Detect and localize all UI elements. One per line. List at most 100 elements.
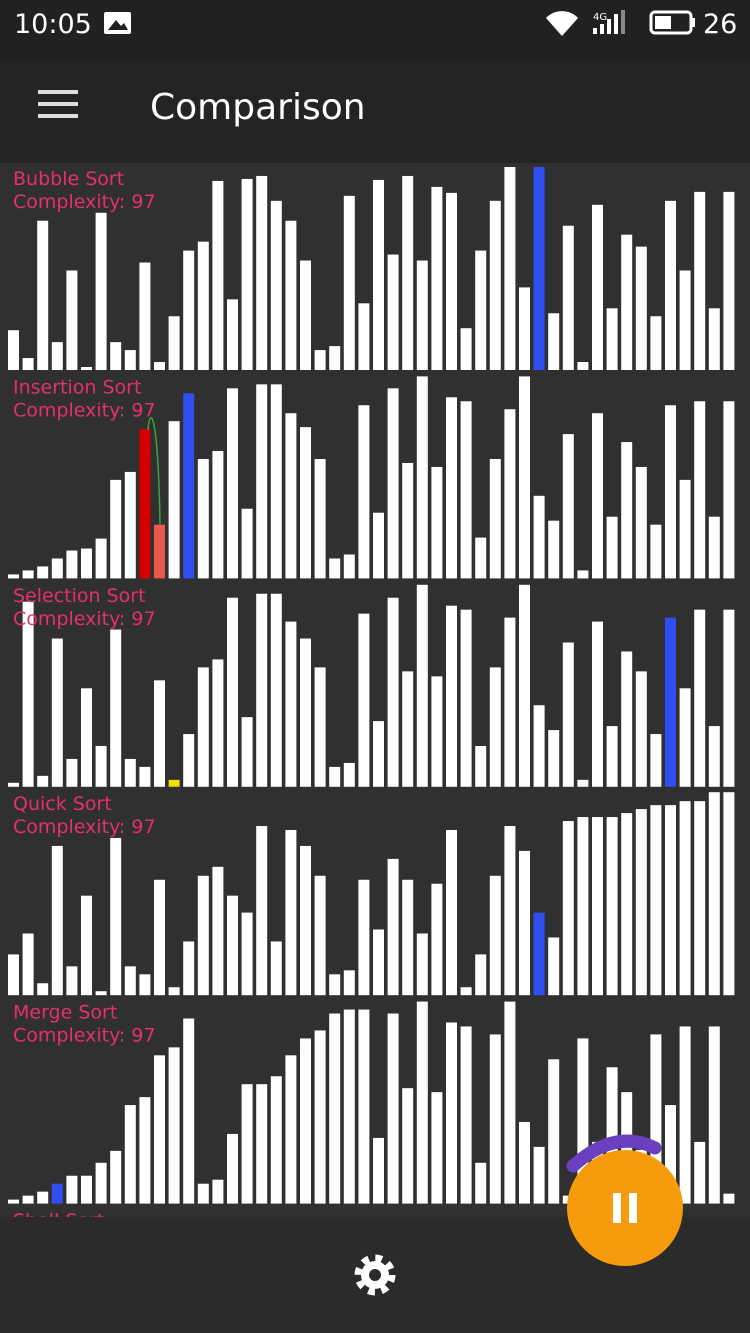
bar: [723, 401, 735, 579]
bar: [475, 1162, 487, 1204]
bar: [81, 688, 92, 787]
bar: [475, 746, 487, 787]
bar: [504, 617, 516, 787]
bar: [679, 270, 691, 370]
bar: [533, 495, 545, 579]
bar: [329, 1013, 341, 1204]
bar: [533, 912, 545, 996]
pause-button[interactable]: [567, 1150, 683, 1266]
bar: [227, 388, 238, 579]
bar: [387, 254, 399, 370]
bar: [635, 809, 647, 996]
bar: [110, 342, 122, 370]
bar: [212, 866, 224, 996]
sort-name: Selection Sort: [13, 585, 146, 607]
bar: [22, 570, 34, 579]
bar: [8, 330, 19, 370]
bar: [460, 401, 472, 579]
bar: [154, 362, 165, 370]
app-bar: [0, 60, 750, 163]
bar: [124, 350, 136, 370]
bar: [343, 1009, 355, 1204]
bar: [402, 671, 414, 787]
bar: [95, 538, 107, 579]
bar: [446, 397, 457, 579]
battery-percent: 26: [703, 9, 737, 40]
bar: [37, 566, 49, 579]
bar: [533, 1146, 545, 1204]
bar: [329, 974, 341, 996]
complexity: Complexity: 97: [13, 608, 156, 630]
bar: [314, 667, 326, 787]
battery-level: [655, 16, 671, 29]
bar: [475, 537, 487, 579]
bar: [300, 845, 311, 996]
bar: [183, 941, 195, 996]
bar: [387, 388, 399, 579]
bar: [168, 421, 180, 579]
settings-button[interactable]: [354, 1254, 396, 1296]
bar: [562, 821, 574, 996]
complexity: Complexity: 97: [13, 1025, 156, 1047]
bar: [95, 746, 107, 787]
bar: [8, 782, 19, 787]
bar: [358, 1009, 370, 1204]
bar: [343, 762, 355, 787]
bar: [562, 642, 574, 787]
bar: [227, 895, 238, 996]
bar: [446, 830, 457, 996]
bar: [519, 1122, 530, 1204]
bar: [679, 801, 691, 996]
bar: [519, 287, 530, 370]
bar: [694, 609, 706, 787]
bar: [66, 270, 78, 370]
wifi-icon: [546, 11, 578, 36]
bar: [373, 721, 384, 787]
bar: [723, 1193, 735, 1204]
bar: [373, 179, 384, 370]
bar: [212, 451, 224, 579]
network-type: 4G: [593, 12, 607, 23]
bar: [679, 1026, 691, 1204]
menu-button[interactable]: [38, 90, 78, 118]
bar: [548, 313, 560, 370]
bar: [95, 1162, 107, 1204]
bar: [66, 550, 78, 579]
bar: [665, 1105, 676, 1204]
bar: [343, 195, 355, 370]
bar: [358, 879, 370, 996]
bar: [300, 638, 311, 787]
bar: [650, 524, 662, 579]
bar: [577, 570, 589, 579]
bar: [139, 262, 151, 370]
bar: [504, 166, 516, 370]
bar: [329, 766, 341, 787]
bar: [387, 1013, 399, 1204]
bar: [37, 1191, 49, 1204]
bar: [168, 987, 180, 996]
bar: [212, 1179, 224, 1204]
bar: [431, 186, 443, 370]
bar: [708, 726, 720, 787]
bar: [621, 813, 633, 996]
bar: [635, 246, 647, 370]
bar: [694, 191, 706, 370]
bar: [650, 1034, 662, 1204]
bar: [285, 621, 297, 787]
sort-name: Shell Sort: [13, 1210, 104, 1232]
bar: [110, 629, 122, 787]
bar: [548, 520, 560, 579]
bar: [66, 1175, 78, 1204]
bar: [519, 584, 530, 787]
bar: [708, 308, 720, 370]
bar: [183, 734, 195, 787]
bar: [197, 667, 209, 787]
bar: [212, 659, 224, 787]
bar: [183, 393, 195, 579]
bar: [416, 584, 428, 787]
complexity: Complexity: 97: [13, 399, 156, 421]
complexity: Complexity: 97: [13, 191, 156, 213]
complexity: Complexity: 97: [13, 816, 156, 838]
gallery-icon-shape: [108, 20, 128, 30]
bar: [489, 875, 501, 996]
